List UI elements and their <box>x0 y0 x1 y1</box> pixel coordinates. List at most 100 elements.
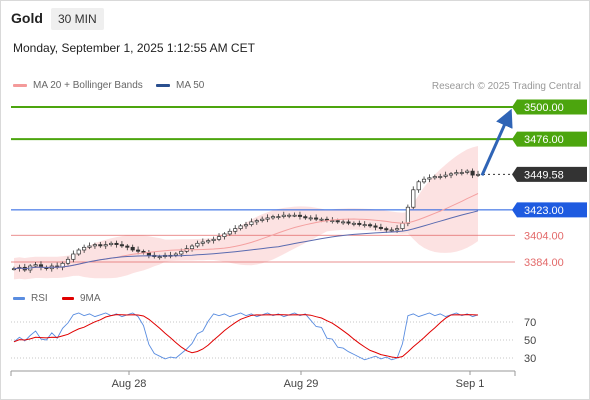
candle-body <box>179 250 184 255</box>
legend-rsi: RSI <box>13 293 48 304</box>
level-tag-3423.00 <box>512 202 587 218</box>
ma20-label: MA 20 + Bollinger Bands <box>33 80 143 91</box>
candle-body <box>109 242 114 245</box>
candle-body <box>33 264 38 267</box>
projection-arrow <box>480 108 513 176</box>
candle-body <box>195 242 200 247</box>
level-label-3384.00: 3384.00 <box>524 257 564 269</box>
candle-body <box>319 218 324 221</box>
candle-body <box>249 221 254 225</box>
candle-body <box>287 214 292 217</box>
candle-body <box>76 249 81 255</box>
candle-body <box>351 222 356 225</box>
candle-body <box>303 216 308 219</box>
candle-body <box>421 178 427 183</box>
candle-body <box>346 221 351 224</box>
candle-body <box>211 238 216 241</box>
instrument-title: Gold <box>11 10 43 26</box>
candle-body <box>281 214 286 217</box>
level-label-3423.00: 3423.00 <box>524 205 564 217</box>
candle-body <box>270 216 276 219</box>
rsi-tick-70: 70 <box>524 317 536 329</box>
candle-body <box>233 228 238 232</box>
rsi-tick-50: 50 <box>524 335 536 347</box>
candle-body <box>378 226 383 229</box>
candle-body <box>87 245 92 248</box>
ma9-label: 9MA <box>80 293 101 304</box>
credit-text: Research © 2025 Trading Central <box>431 81 581 92</box>
timeframe-badge[interactable]: 30 MIN <box>51 8 104 30</box>
candle-body <box>276 216 281 218</box>
candle-body <box>206 240 211 243</box>
ma20-swatch <box>13 83 27 87</box>
candle-body <box>368 224 373 227</box>
candle-body <box>389 229 394 232</box>
candle-body <box>411 189 416 208</box>
ma9-swatch <box>62 296 74 300</box>
x-label-sep-1: Sep 1 <box>456 378 485 390</box>
level-tag-3449.58 <box>512 166 587 182</box>
candle-body <box>260 218 265 221</box>
candle-body <box>227 230 232 235</box>
candle-body <box>292 214 297 217</box>
candle-body <box>130 246 135 251</box>
candle-body <box>438 176 443 178</box>
candle-body <box>330 220 335 222</box>
candle-body <box>395 228 400 231</box>
level-label-3449.58: 3449.58 <box>524 169 564 181</box>
candle-body <box>448 173 454 176</box>
candle-body <box>416 181 421 191</box>
candle-body <box>238 225 243 229</box>
level-tag-3476.00 <box>512 131 587 147</box>
candle-body <box>98 244 103 247</box>
candle-body <box>454 172 459 175</box>
ma50-label: MA 50 <box>176 80 205 91</box>
candle-body <box>470 170 475 176</box>
legend-ma50: MA 50 <box>156 80 204 91</box>
candle-body <box>136 249 141 252</box>
candle-body <box>103 244 108 247</box>
candle-body <box>427 177 432 180</box>
rsi-ma-line <box>13 314 479 359</box>
rsi-label: RSI <box>31 293 48 304</box>
candle-body <box>341 221 346 224</box>
x-label-aug-28: Aug 28 <box>112 378 147 390</box>
candle-body <box>400 222 405 229</box>
bollinger-band <box>14 146 478 280</box>
candle-body <box>119 244 124 247</box>
candle-body <box>254 220 259 223</box>
candle-body <box>243 224 249 227</box>
candle-body <box>405 206 410 224</box>
rsi-tick-30: 30 <box>524 353 536 365</box>
candle-body <box>443 174 448 177</box>
legend-ma9: 9MA <box>62 293 101 304</box>
candle-body <box>173 253 178 256</box>
candle-body <box>65 258 71 264</box>
candle-body <box>297 214 303 217</box>
candle-body <box>335 220 340 223</box>
candle-body <box>362 224 367 226</box>
candle-body <box>314 217 319 220</box>
level-tag-3500.00 <box>512 99 587 115</box>
candle-body <box>373 225 378 228</box>
ma50-swatch <box>156 83 170 87</box>
legend-ma20: MA 20 + Bollinger Bands <box>13 80 143 91</box>
candle-body <box>157 256 162 259</box>
candle-body <box>114 242 119 245</box>
candle-body <box>308 217 313 220</box>
candle-body <box>357 222 362 225</box>
candle-body <box>265 217 270 220</box>
candle-body <box>200 241 205 244</box>
rsi-swatch <box>13 296 25 300</box>
x-label-aug-29: Aug 29 <box>284 378 319 390</box>
candle-body <box>216 236 222 240</box>
candle-body <box>222 233 227 237</box>
candle-body <box>459 172 464 174</box>
candle-body <box>475 174 481 176</box>
candle-body <box>432 176 437 179</box>
candle-body <box>189 245 195 250</box>
level-label-3476.00: 3476.00 <box>524 134 564 146</box>
rsi-line <box>13 312 479 361</box>
candle-body <box>125 245 130 248</box>
